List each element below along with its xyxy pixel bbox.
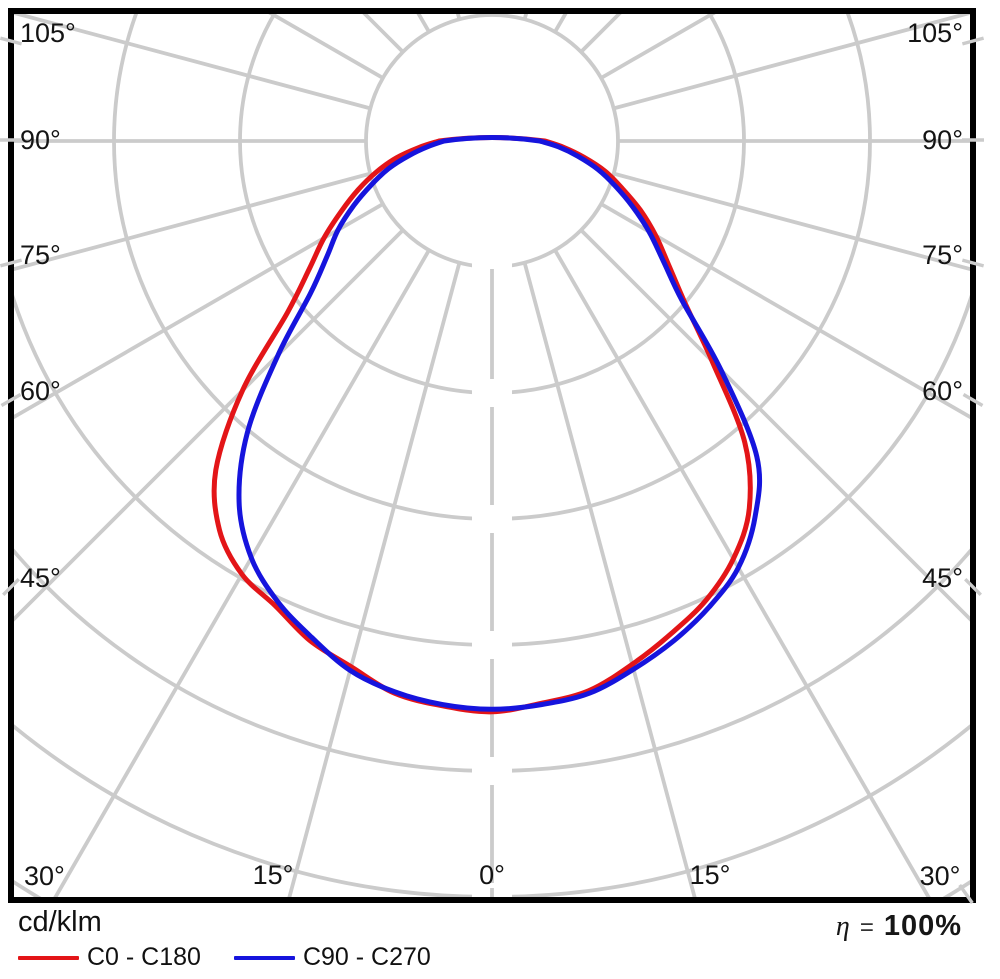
angle-tick [2, 578, 20, 596]
angle-tick [0, 258, 23, 268]
legend-label-c0-c180: C0 - C180 [87, 943, 201, 971]
grid-spoke-345 [287, 262, 462, 897]
grid-spoke-30 [553, 249, 931, 897]
legend-swatch-c0-c180 [18, 955, 79, 960]
angle-label: 105° [907, 18, 963, 48]
angle-label: 0° [479, 860, 505, 890]
angle-label-bg [0, 0, 5, 2]
grid-spoke-105 [613, 14, 970, 111]
angle-tick [958, 884, 974, 904]
angle-label: 90° [922, 125, 963, 155]
angle-tick [0, 393, 22, 407]
grid-spoke-300 [14, 202, 384, 420]
angle-label: 105° [20, 18, 76, 48]
eta-symbol: η [835, 911, 850, 942]
legend-swatch-c90-c270 [233, 955, 295, 960]
legend-label-c90-c270: C90 - C270 [302, 943, 431, 971]
grid-spoke-255 [14, 14, 371, 111]
angle-label: 45° [20, 563, 61, 593]
angle-label: 15° [690, 860, 731, 890]
angle-label: 60° [20, 376, 61, 406]
angle-label: 45° [922, 563, 963, 593]
angle-label: 60° [922, 376, 963, 406]
angle-tick [964, 578, 982, 596]
grid-spoke-45 [579, 228, 970, 622]
angle-label: 30° [920, 861, 961, 891]
legend: C0 - C180 C90 - C270 [18, 943, 431, 972]
angle-label: 30° [24, 861, 65, 891]
grid-ring-1 [364, 14, 620, 269]
angle-label: 90° [20, 125, 61, 155]
efficiency-value: 100% [883, 910, 962, 942]
intensity-curve-c90-c270 [236, 135, 763, 712]
plot-frame [8, 8, 976, 903]
angle-tick [0, 36, 23, 46]
grid-spoke-60 [600, 202, 970, 420]
grid-spoke-315 [14, 228, 405, 622]
units-label: cd/klm [18, 906, 102, 938]
efficiency-readout: η = 100% [836, 910, 962, 943]
grid-spoke-330 [53, 249, 431, 897]
grid-spoke-285 [14, 171, 371, 272]
angle-label: 75° [922, 240, 963, 270]
equals-sign: = [859, 914, 874, 941]
angle-label: 75° [20, 240, 61, 270]
grid-spoke-75 [613, 171, 970, 272]
angle-tick [962, 393, 984, 407]
angle-tick [961, 258, 985, 268]
grid-spoke-15 [522, 262, 697, 897]
angle-tick [961, 36, 985, 46]
angle-label: 15° [253, 860, 294, 890]
